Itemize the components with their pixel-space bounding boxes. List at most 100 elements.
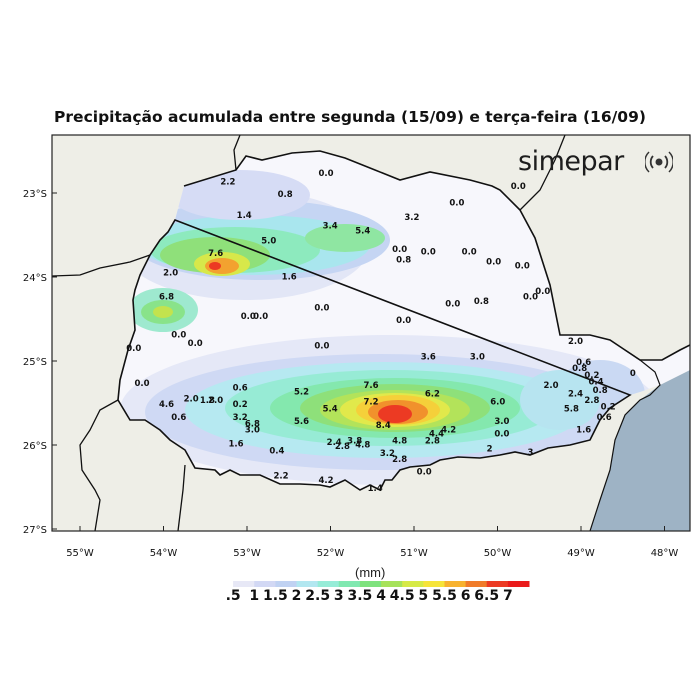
station-value: 0.0 <box>445 299 460 309</box>
station-value: 0.8 <box>278 190 293 200</box>
x-tick-label: 48°W <box>651 548 679 559</box>
legend-swatch <box>465 581 488 587</box>
legend-swatch <box>381 581 403 587</box>
legend-swatch <box>338 581 361 587</box>
station-value: 3.0 <box>470 352 485 362</box>
station-value: 3.2 <box>380 449 395 459</box>
legend-label: 2 <box>292 588 302 604</box>
station-value: 0.0 <box>396 316 411 326</box>
station-value: 0.0 <box>511 182 526 192</box>
station-value: 4.2 <box>441 425 456 435</box>
country-border <box>52 135 566 531</box>
station-value: 2.0 <box>163 268 178 278</box>
station-value: 2.4 <box>568 389 583 399</box>
station-value: 5.4 <box>323 404 338 414</box>
y-tick-label: 27°S <box>23 525 47 536</box>
station-value: 0.0 <box>171 331 186 341</box>
station-value: 0.0 <box>535 287 550 297</box>
brand-logo: simepar <box>518 146 624 177</box>
station-value: 5.2 <box>294 388 309 398</box>
legend-label: 4.5 <box>390 588 415 604</box>
station-value: 3.8 <box>347 436 362 446</box>
station-values: 0.02.20.81.43.4 5.43.25.07.62.0 1.60.00.80… <box>126 169 636 494</box>
x-tick-label: 54°W <box>150 548 178 559</box>
station-value: 6.2 <box>425 389 440 399</box>
station-value: 2.4 <box>327 438 342 448</box>
station-value: 2.8 <box>335 442 350 452</box>
station-value: 3.6 <box>421 352 436 362</box>
legend-swatch <box>444 581 467 587</box>
legend-swatch <box>233 581 255 587</box>
station-value: 3.0 <box>245 425 260 435</box>
station-value: 0.4 <box>588 378 603 388</box>
legend-swatch <box>486 581 509 587</box>
x-tick-label: 51°W <box>400 548 428 559</box>
legend-unit: (mm) <box>355 565 386 580</box>
map-title: Precipitação acumulada entre segunda (15… <box>54 108 646 126</box>
legend-label: 5.5 <box>432 588 457 604</box>
station-value: 0.0 <box>126 344 141 354</box>
legend-label: 7 <box>503 588 513 604</box>
station-value: 0.0 <box>241 312 256 322</box>
station-value: 0.0 <box>188 339 203 349</box>
station-value: 0.2 <box>601 403 616 413</box>
station-value: 7.6 <box>363 381 378 391</box>
station-value: 2.8 <box>425 436 440 446</box>
station-value: 0.0 <box>523 293 538 303</box>
station-value: 0.0 <box>314 341 329 351</box>
station-value: 0.4 <box>269 446 284 456</box>
station-value: 1.4 <box>237 211 252 221</box>
y-tick-label: 23°S <box>23 189 47 200</box>
station-value: 0.0 <box>421 247 436 257</box>
legend-swatch <box>317 581 340 587</box>
station-value: 2 <box>487 445 493 455</box>
precipitation-field <box>118 151 690 490</box>
station-value: 0.0 <box>449 199 464 209</box>
station-value: 0.6 <box>576 358 591 368</box>
legend-label: 5 <box>418 588 428 604</box>
station-value: 0.0 <box>134 379 149 389</box>
station-value: 5.4 <box>355 226 370 236</box>
legend-label: 4 <box>376 588 386 604</box>
legend-label: 2.5 <box>305 588 330 604</box>
station-value: 1.6 <box>282 273 297 283</box>
coastline <box>589 349 661 531</box>
legend-swatch <box>212 581 234 587</box>
station-value: 3.2 <box>233 413 248 423</box>
y-tick-label: 25°S <box>23 357 47 368</box>
station-value: 0.0 <box>392 245 407 255</box>
station-value: 3 <box>528 448 534 458</box>
station-value: 0.0 <box>486 257 501 267</box>
station-value: 5.0 <box>261 236 276 246</box>
station-value: 0.8 <box>396 256 411 266</box>
station-value: 6.8 <box>159 293 174 303</box>
station-value: 4.8 <box>392 436 407 446</box>
station-value: 0.8 <box>593 386 608 396</box>
x-tick-label: 50°W <box>484 548 512 559</box>
station-value: 3.0 <box>494 417 509 427</box>
station-value: 0.0 <box>417 467 432 477</box>
station-value: 0.0 <box>318 169 333 179</box>
legend-label: 6.5 <box>474 588 499 604</box>
legend-label: .5 <box>226 588 241 604</box>
station-value: 0.6 <box>233 383 248 393</box>
station-value: 0 <box>630 369 636 379</box>
station-value: 1.6 <box>228 440 243 450</box>
station-value: 7.6 <box>208 249 223 259</box>
station-value: 2.0 <box>543 381 558 391</box>
legend-swatch <box>423 581 445 587</box>
station-value: 1.8 <box>200 396 215 406</box>
station-value: 2.8 <box>392 455 407 465</box>
legend-label: 6 <box>461 588 471 604</box>
legend-swatch <box>296 581 319 587</box>
station-value: 1.6 <box>576 425 591 435</box>
y-tick-label: 24°S <box>23 273 47 284</box>
legend-swatch <box>402 581 424 587</box>
station-value: 2.0 <box>208 396 223 406</box>
legend-label: 1 <box>249 588 259 604</box>
station-value: 4.6 <box>159 400 174 410</box>
station-value: 0.2 <box>584 371 599 381</box>
x-axis: 55°W 54°W 53°W 52°W 51°W 50°W 49°W 48°W <box>66 526 678 559</box>
legend-label: 3 <box>334 588 344 604</box>
